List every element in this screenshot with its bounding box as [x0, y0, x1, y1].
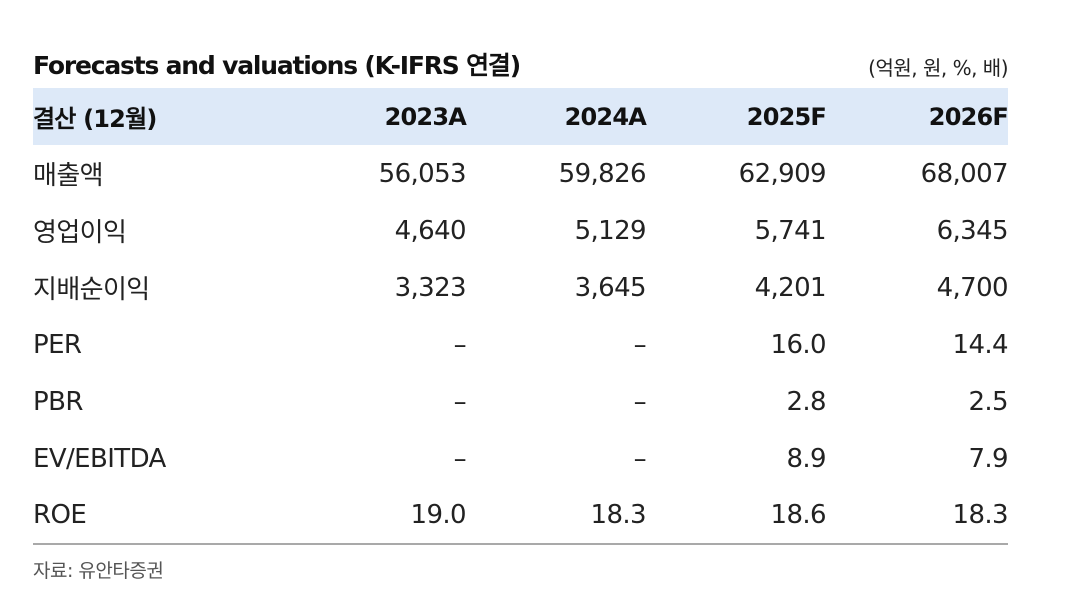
table-cell: 18.3 [466, 487, 647, 545]
table-cell: 4,201 [754, 272, 827, 303]
column-header-2026f: 2026F [928, 102, 1009, 131]
column-header-2024a: 2024A [564, 102, 647, 131]
table-cell: 2.8 [786, 386, 826, 417]
column-header-2023a: 2023A [384, 102, 467, 131]
table-cell: 59,826 [558, 158, 647, 189]
column-header-2025f: 2025F [746, 102, 827, 131]
row-label: 지배순이익 [33, 275, 150, 305]
table-cell: 7.9 [968, 443, 1008, 474]
table-cell: – [453, 386, 467, 417]
table-cell: 4,640 [394, 215, 467, 246]
table-row: 매출액 56,053 59,826 62,909 68,007 [33, 145, 1009, 202]
table-cell: 16.0 [770, 329, 827, 360]
source-note: 자료: 유안타증권 [33, 560, 164, 582]
table-cell: 3,645 [574, 272, 647, 303]
unit-note: (억원, 원, %, 배) [868, 56, 1008, 80]
table-header-row: 결산 (12월) 2023A 2024A 2025F 2026F [33, 88, 1009, 145]
row-label: 영업이익 [33, 218, 127, 248]
table-cell: 2.5 [968, 386, 1008, 417]
table-cell: 5,741 [754, 215, 827, 246]
table-row: ROE 19.0 18.3 18.6 18.3 [33, 487, 1009, 545]
table-cell: 68,007 [920, 158, 1009, 189]
table-row: EV/EBITDA – – 8.9 7.9 [33, 430, 1009, 487]
column-header-fiscal: 결산 (12월) [33, 105, 157, 133]
row-label: 매출액 [33, 161, 104, 191]
table-row: PER – – 16.0 14.4 [33, 316, 1009, 373]
row-label: ROE [33, 487, 283, 545]
table-cell: 18.3 [826, 487, 1009, 545]
table-cell: – [633, 386, 647, 417]
row-label: EV/EBITDA [33, 443, 166, 474]
table-row: 영업이익 4,640 5,129 5,741 6,345 [33, 202, 1009, 259]
table-cell: – [633, 329, 647, 360]
financial-table: 결산 (12월) 2023A 2024A 2025F 2026F 매출액 56,… [33, 88, 1009, 545]
table-cell: 5,129 [574, 215, 647, 246]
table-cell: 62,909 [738, 158, 827, 189]
table-title: Forecasts and valuations (K-IFRS 연결) [33, 51, 521, 80]
table-cell: 56,053 [378, 158, 467, 189]
row-label: PER [33, 329, 82, 360]
table-cell: 4,700 [936, 272, 1009, 303]
table-cell: – [453, 329, 467, 360]
table-cell: 6,345 [936, 215, 1009, 246]
table-cell: 3,323 [394, 272, 467, 303]
table-cell: 19.0 [283, 487, 467, 545]
title-row: Forecasts and valuations (K-IFRS 연결) (억원… [33, 40, 1008, 88]
table-row: 지배순이익 3,323 3,645 4,201 4,700 [33, 259, 1009, 316]
table-cell: 14.4 [952, 329, 1009, 360]
table-cell: – [633, 443, 647, 474]
row-label: PBR [33, 386, 83, 417]
table-cell: 18.6 [646, 487, 827, 545]
table-row: PBR – – 2.8 2.5 [33, 373, 1009, 430]
table-cell: – [453, 443, 467, 474]
table-cell: 8.9 [786, 443, 826, 474]
